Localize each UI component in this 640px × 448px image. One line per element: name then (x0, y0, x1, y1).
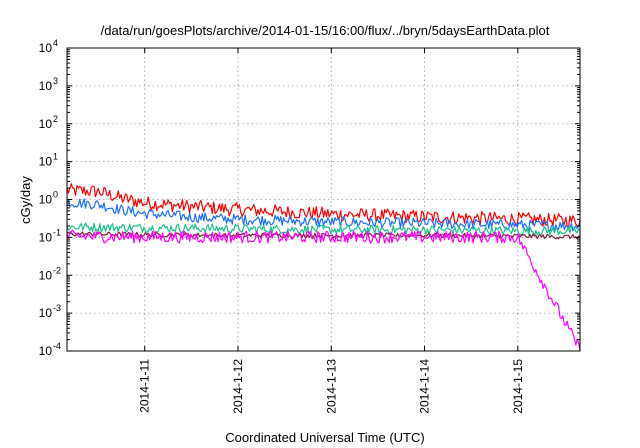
y-tick-exponent: 1 (53, 152, 58, 162)
series-line-2 (66, 198, 581, 232)
y-tick-exponent: -1 (53, 227, 61, 237)
y-tick-label: 10 (39, 117, 53, 131)
x-tick-label: 2014-1-15 (511, 359, 525, 414)
y-tick-label: 10 (39, 306, 53, 320)
y-tick-label: 10 (39, 193, 53, 207)
y-axis-label: cGy/day (18, 176, 33, 224)
series-line-5 (66, 229, 581, 352)
y-tick-label: 10 (39, 79, 53, 93)
y-tick-exponent: -4 (53, 341, 61, 351)
y-tick-exponent: 0 (53, 190, 58, 200)
chart-title: /data/run/goesPlots/archive/2014-01-15/1… (101, 23, 550, 38)
x-axis-label: Coordinated Universal Time (UTC) (225, 430, 424, 445)
y-tick-label: 10 (39, 230, 53, 244)
y-tick-exponent: 3 (53, 76, 58, 86)
y-tick-label: 10 (39, 344, 53, 358)
y-tick-exponent: 4 (53, 38, 58, 48)
x-tick-label: 2014-1-13 (324, 359, 338, 414)
y-tick-label: 10 (39, 155, 53, 169)
x-tick-label: 2014-1-11 (138, 359, 152, 413)
x-tick-label: 2014-1-14 (418, 359, 432, 414)
y-tick-label: 10 (39, 268, 53, 282)
y-tick-exponent: -3 (53, 303, 61, 313)
series-line-1 (66, 183, 581, 228)
y-tick-label: 10 (39, 41, 53, 55)
series-layer (66, 183, 581, 352)
x-tick-label: 2014-1-12 (231, 359, 245, 414)
y-tick-exponent: -2 (53, 265, 61, 275)
grid-layer (67, 48, 580, 351)
y-tick-exponent: 2 (53, 114, 58, 124)
x-ticks: 2014-1-11 2014-1-12 2014-1-13 2014-1-14 2014… (138, 48, 525, 414)
